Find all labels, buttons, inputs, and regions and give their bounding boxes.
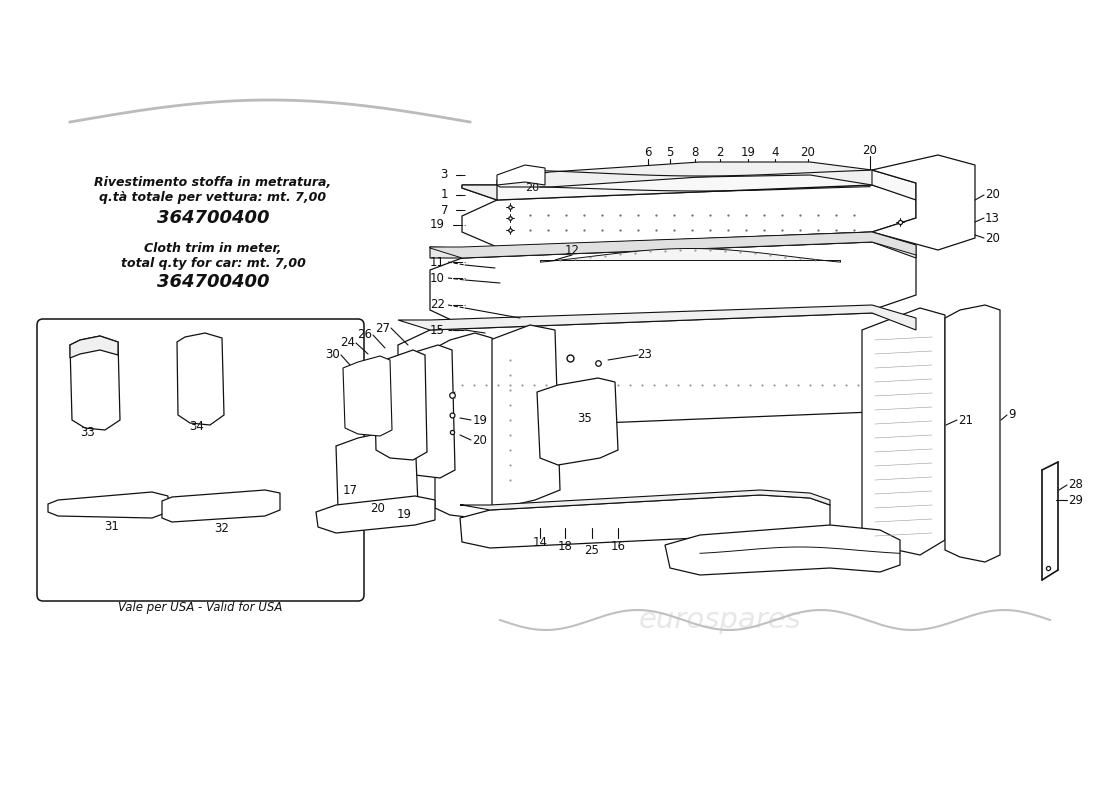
Text: 364700400: 364700400 xyxy=(156,209,270,227)
Polygon shape xyxy=(162,490,280,522)
Text: q.tà totale per vettura: mt. 7,00: q.tà totale per vettura: mt. 7,00 xyxy=(99,191,327,205)
FancyBboxPatch shape xyxy=(37,319,364,601)
Polygon shape xyxy=(497,165,544,185)
Polygon shape xyxy=(430,242,916,325)
Text: 25: 25 xyxy=(584,543,600,557)
Text: 29: 29 xyxy=(1068,494,1084,506)
Text: 1: 1 xyxy=(440,189,448,202)
Text: 26: 26 xyxy=(358,329,372,342)
Polygon shape xyxy=(462,170,916,200)
Text: 31: 31 xyxy=(104,519,120,533)
Text: 8: 8 xyxy=(691,146,698,159)
Polygon shape xyxy=(666,525,900,575)
Text: 20: 20 xyxy=(473,434,487,446)
Text: 4: 4 xyxy=(771,146,779,159)
Text: Cloth trim in meter,: Cloth trim in meter, xyxy=(144,242,282,254)
Text: 18: 18 xyxy=(558,541,572,554)
Polygon shape xyxy=(468,325,560,510)
Text: 20: 20 xyxy=(801,146,815,159)
Text: 20: 20 xyxy=(984,231,1000,245)
Text: 32: 32 xyxy=(214,522,230,534)
Polygon shape xyxy=(430,232,916,258)
Text: 19: 19 xyxy=(397,507,412,521)
Text: 19: 19 xyxy=(473,414,487,426)
Polygon shape xyxy=(374,350,427,460)
Polygon shape xyxy=(462,185,916,247)
Text: 364700400: 364700400 xyxy=(156,273,270,291)
Polygon shape xyxy=(430,232,916,258)
Text: 23: 23 xyxy=(638,349,652,362)
Text: 34: 34 xyxy=(189,421,205,434)
Text: 3: 3 xyxy=(441,169,448,182)
Text: 7: 7 xyxy=(440,203,448,217)
Polygon shape xyxy=(316,496,434,533)
Text: 33: 33 xyxy=(80,426,96,438)
Text: 10: 10 xyxy=(430,271,446,285)
Polygon shape xyxy=(872,155,975,250)
Text: 9: 9 xyxy=(1008,409,1015,422)
Text: eurospares: eurospares xyxy=(639,606,802,634)
Polygon shape xyxy=(177,333,224,425)
Text: 24: 24 xyxy=(340,337,355,350)
Text: 15: 15 xyxy=(430,323,446,337)
Text: 21: 21 xyxy=(958,414,974,426)
Polygon shape xyxy=(497,162,872,187)
Polygon shape xyxy=(434,333,492,518)
Text: 20: 20 xyxy=(370,502,385,514)
Text: Rivestimento stoffa in metratura,: Rivestimento stoffa in metratura, xyxy=(95,177,331,190)
Text: 22: 22 xyxy=(430,298,446,311)
Text: 11: 11 xyxy=(430,255,446,269)
Text: 16: 16 xyxy=(610,541,626,554)
Polygon shape xyxy=(862,308,945,555)
Text: 2: 2 xyxy=(716,146,724,159)
Polygon shape xyxy=(945,305,1000,562)
Text: 20: 20 xyxy=(984,189,1000,202)
Text: 20: 20 xyxy=(525,183,539,193)
Text: 27: 27 xyxy=(375,322,390,334)
Polygon shape xyxy=(70,336,118,358)
Text: 35: 35 xyxy=(578,411,593,425)
Polygon shape xyxy=(336,430,418,516)
Text: 19: 19 xyxy=(740,146,756,159)
Polygon shape xyxy=(398,313,916,430)
Text: 5: 5 xyxy=(667,146,673,159)
Polygon shape xyxy=(430,247,462,258)
Text: total q.ty for car: mt. 7,00: total q.ty for car: mt. 7,00 xyxy=(121,257,306,270)
Text: eurospares: eurospares xyxy=(139,546,301,574)
Polygon shape xyxy=(343,356,392,436)
Polygon shape xyxy=(398,345,455,478)
Text: 30: 30 xyxy=(326,349,340,362)
Text: 19: 19 xyxy=(430,218,446,231)
Text: 14: 14 xyxy=(532,537,548,550)
Text: Vale per USA - Valid for USA: Vale per USA - Valid for USA xyxy=(118,601,283,614)
Polygon shape xyxy=(48,492,168,518)
Text: 17: 17 xyxy=(343,483,358,497)
Polygon shape xyxy=(70,336,120,430)
Text: 12: 12 xyxy=(564,243,580,257)
Text: 20: 20 xyxy=(862,143,878,157)
Polygon shape xyxy=(537,378,618,465)
Polygon shape xyxy=(398,305,916,330)
Text: 6: 6 xyxy=(645,146,651,159)
Polygon shape xyxy=(462,185,497,200)
Polygon shape xyxy=(460,495,830,548)
Polygon shape xyxy=(460,490,830,510)
Text: 13: 13 xyxy=(984,211,1000,225)
Text: 28: 28 xyxy=(1068,478,1082,491)
